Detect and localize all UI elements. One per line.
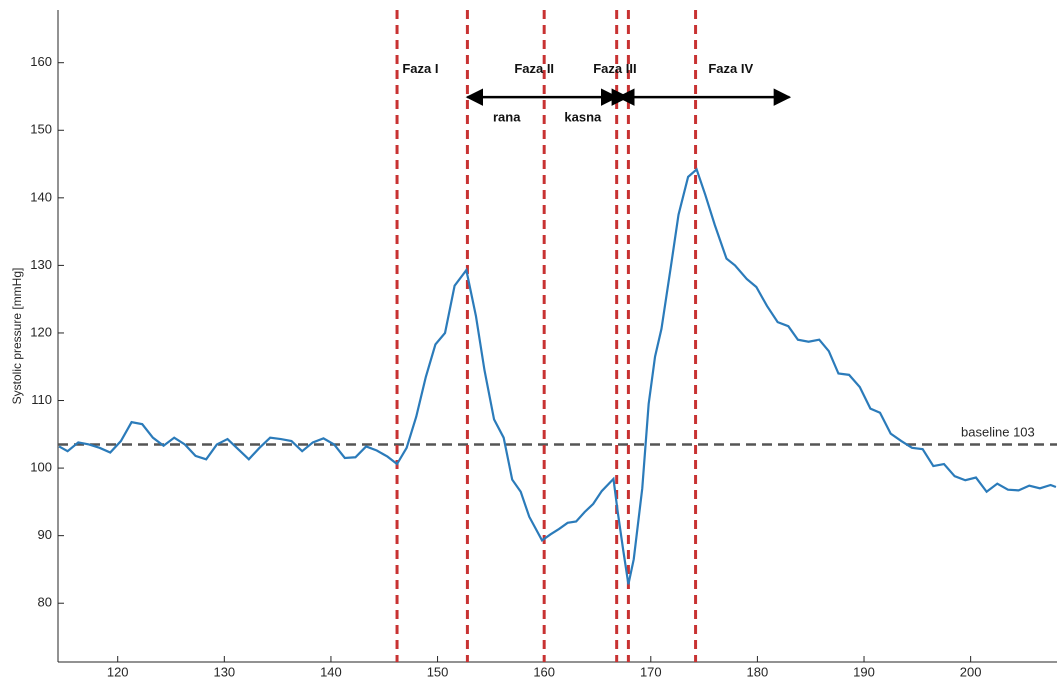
y-tick-label: 140	[30, 189, 52, 204]
y-tick-label: 90	[38, 527, 52, 542]
y-axis-label: Systolic pressure [mmHg]	[10, 268, 24, 405]
annotation: Faza IV	[708, 61, 753, 76]
y-tick-label: 120	[30, 324, 52, 339]
y-tick-label: 160	[30, 54, 52, 69]
x-tick-label: 160	[533, 664, 555, 679]
y-tick-label: 150	[30, 122, 52, 137]
x-tick-label: 130	[213, 664, 235, 679]
x-tick-label: 140	[320, 664, 342, 679]
x-tick-label: 200	[960, 664, 982, 679]
annotation: rana	[493, 110, 521, 125]
y-tick-label: 80	[38, 595, 52, 610]
annotation: kasna	[564, 110, 602, 125]
baseline-label: baseline 103	[961, 424, 1035, 439]
x-tick-label: 150	[427, 664, 449, 679]
x-tick-label: 190	[853, 664, 875, 679]
y-tick-label: 130	[30, 257, 52, 272]
x-tick-label: 180	[747, 664, 769, 679]
x-tick-label: 120	[107, 664, 129, 679]
annotation: Faza I	[402, 61, 438, 76]
y-tick-label: 110	[31, 392, 52, 407]
annotation: Faza II	[514, 61, 554, 76]
x-tick-label: 170	[640, 664, 662, 679]
y-tick-label: 100	[30, 460, 52, 475]
annotation: Faza III	[593, 61, 636, 76]
data-line	[58, 167, 1057, 585]
